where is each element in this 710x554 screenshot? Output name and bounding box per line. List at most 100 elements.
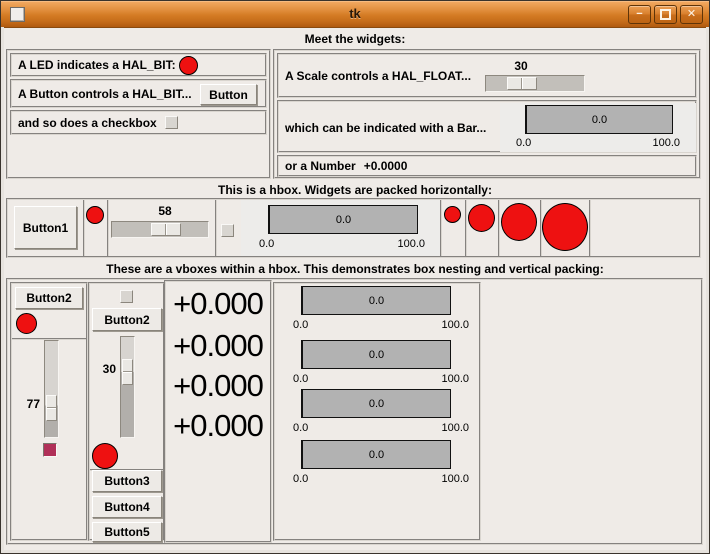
col1-led-row <box>12 311 86 340</box>
hbox-cell-led1 <box>440 200 467 256</box>
hbox-cell-checkbox <box>215 200 243 256</box>
hbox-cell-led4 <box>540 200 591 256</box>
hbox-cell-led2 <box>465 200 500 256</box>
scale-row-label: A Scale controls a HAL_FLOAT... <box>285 69 472 83</box>
bar-max: 100.0 <box>441 422 469 434</box>
vbox-outer: Button2 77 Button2 30 Button3 Button4 Bu… <box>6 278 703 545</box>
hbox-bar-max: 100.0 <box>397 238 425 250</box>
button2-col2[interactable]: Button2 <box>92 308 162 331</box>
bar-indicator: 0.0 <box>525 105 673 134</box>
scale-row: A Scale controls a HAL_FLOAT... 30 <box>277 53 697 98</box>
bar-min: 0.0 <box>293 473 309 485</box>
button4[interactable]: Button4 <box>92 496 162 518</box>
bar-max: 100.0 <box>441 373 469 385</box>
col1-led <box>16 313 37 334</box>
titlebar[interactable]: tk − ✕ <box>1 1 709 28</box>
col2-led-row <box>90 442 163 471</box>
scale-value: 30 <box>514 59 528 73</box>
led-row: A LED indicates a HAL_BIT: <box>10 53 267 77</box>
vbox-col1: Button2 77 <box>10 282 88 541</box>
bar-range: 0.0 100.0 <box>293 473 469 485</box>
float-scale: 30 <box>485 59 589 97</box>
hbox-led <box>86 206 104 224</box>
checkbox-row-label: and so does a checkbox <box>18 115 157 130</box>
button-row: A Button controls a HAL_BIT... Button <box>10 79 267 108</box>
hbox-cell-button: Button1 <box>8 200 85 256</box>
intro-right-box: A Scale controls a HAL_FLOAT... 30 which… <box>273 49 701 179</box>
bar-row: which can be indicated with a Bar... 0.0… <box>277 100 697 153</box>
number-display: +0.000 <box>173 408 264 443</box>
scale-slider[interactable] <box>507 77 537 90</box>
bar-min: 0.0 <box>293 422 309 434</box>
bar-group: 0.0 0.0 100.0 <box>275 340 479 390</box>
hbox-scale-value: 58 <box>158 204 172 218</box>
maximize-button[interactable] <box>654 5 677 24</box>
col2-checkbox[interactable] <box>120 290 133 303</box>
button2-col1[interactable]: Button2 <box>15 287 83 309</box>
maximize-icon <box>660 9 671 20</box>
bar-group: 0.0 0.0 100.0 <box>275 440 479 490</box>
vbox-col4-bars: 0.0 0.0 100.0 0.0 0.0 100.0 0.0 0.0 100.… <box>273 282 481 541</box>
hbox-led-large <box>501 203 537 241</box>
col1-checkbox-checked[interactable] <box>43 443 57 457</box>
bar-widget: 0.0 0.0 100.0 <box>500 103 696 152</box>
number-display: +0.000 <box>173 328 264 363</box>
col2-scale-trough[interactable] <box>120 336 135 438</box>
vbox-col3-numbers: +0.000 +0.000 +0.000 +0.000 <box>164 280 272 543</box>
number-display: +0.000 <box>173 286 264 321</box>
number-display: +0.000 <box>173 368 264 403</box>
bar-max: 100.0 <box>441 473 469 485</box>
button1[interactable]: Button1 <box>14 206 77 249</box>
button3[interactable]: Button3 <box>92 470 162 492</box>
col1-scale-trough[interactable] <box>44 340 59 438</box>
window-icon <box>10 7 25 22</box>
bar-indicator: 0.0 <box>301 340 451 369</box>
hal-bit-button[interactable]: Button <box>200 84 257 105</box>
hbox-bar-min: 0.0 <box>259 238 275 250</box>
bar-indicator: 0.0 <box>301 440 451 469</box>
bar-min: 0.0 <box>516 137 532 149</box>
hbox-led-xlarge <box>542 203 588 251</box>
bar-min: 0.0 <box>293 319 309 331</box>
minimize-icon: − <box>636 8 643 20</box>
bar-indicator: 0.0 <box>301 286 451 315</box>
button5[interactable]: Button5 <box>92 522 162 542</box>
col1-scale-slider[interactable] <box>46 395 57 421</box>
window-title: tk <box>349 6 361 21</box>
hbox-title: This is a hbox. Widgets are packed horiz… <box>218 183 492 197</box>
intro-left-box: A LED indicates a HAL_BIT: A Button cont… <box>6 49 271 179</box>
col2-scale-value: 30 <box>102 362 116 376</box>
hbox-checkbox[interactable] <box>221 224 234 237</box>
number-value: +0.0000 <box>363 159 408 173</box>
bar-range: 0.0 100.0 <box>293 422 469 434</box>
bar-range: 0.0 100.0 <box>293 319 469 331</box>
hbox-bar-range: 0.0 100.0 <box>259 238 425 250</box>
col2-led <box>92 443 118 469</box>
hbox-cell-led <box>83 200 109 256</box>
minimize-button[interactable]: − <box>628 5 651 24</box>
number-row: or a Number +0.0000 <box>277 155 697 177</box>
hbox-scale-trough[interactable] <box>111 221 209 238</box>
col2-scale-slider[interactable] <box>122 359 133 385</box>
hbox-cell-scale: 58 <box>107 200 217 256</box>
vbox-title: These are a vboxes within a hbox. This d… <box>106 262 604 276</box>
close-button[interactable]: ✕ <box>680 5 703 24</box>
hbox-cell-led3 <box>498 200 542 256</box>
bar-group: 0.0 0.0 100.0 <box>275 286 479 336</box>
hbox-container: Button1 58 0.0 0.0 100.0 <box>6 198 701 258</box>
window-controls: − ✕ <box>628 5 703 24</box>
bar-group: 0.0 0.0 100.0 <box>275 389 479 439</box>
checkbox-row: and so does a checkbox <box>10 110 267 135</box>
scale-trough[interactable] <box>485 75 585 92</box>
header-label: Meet the widgets: <box>304 32 406 46</box>
bar-row-label: which can be indicated with a Bar... <box>285 121 487 135</box>
bar-max: 100.0 <box>652 137 680 149</box>
vbox-col2: Button2 30 Button3 Button4 Button5 <box>88 282 165 542</box>
hal-bit-checkbox[interactable] <box>164 116 178 129</box>
close-icon: ✕ <box>686 8 697 20</box>
button-row-label: A Button controls a HAL_BIT... <box>18 86 192 101</box>
led-row-label: A LED indicates a HAL_BIT: <box>18 58 176 72</box>
hbox-scale-slider[interactable] <box>151 223 181 236</box>
bar-range: 0.0 100.0 <box>516 137 680 149</box>
hbox-led-small <box>444 206 461 223</box>
